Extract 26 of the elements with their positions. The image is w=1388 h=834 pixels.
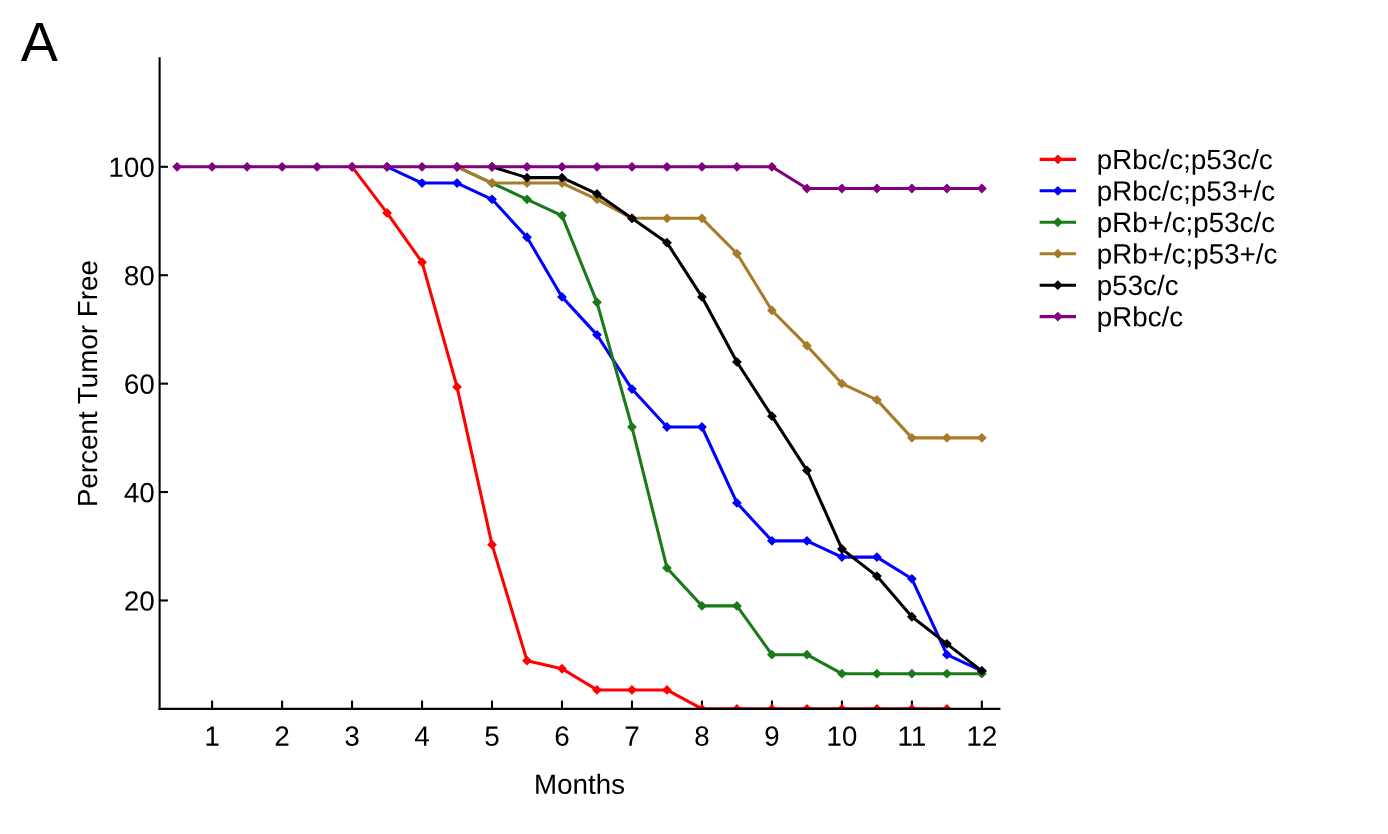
y-tick-label: 60 [125, 374, 154, 394]
legend-label: pRbc/c [1098, 306, 1183, 333]
x-tick-label: 6 [555, 726, 569, 746]
y-tick-label: 80 [125, 265, 154, 286]
x-tick-label: 1 [206, 726, 219, 746]
chart-title: A [20, 22, 58, 62]
y-tick-label: 20 [125, 591, 154, 611]
y-axis-title: Percent Tumor Free [77, 261, 98, 505]
x-tick-label: 11 [899, 726, 925, 746]
y-tick-label: 40 [124, 482, 154, 503]
x-tick-label: 8 [695, 726, 709, 746]
y-tick-label: 100 [110, 157, 154, 178]
x-tick-label: 12 [968, 726, 996, 746]
x-tick-label: 4 [414, 726, 429, 746]
legend-label: pRb+/c;p53c/c [1098, 211, 1275, 238]
legend-label: p53c/c [1098, 274, 1178, 301]
legend-label: pRbc/c;p53+/c [1098, 180, 1275, 207]
x-tick-label: 5 [485, 726, 499, 746]
x-tick-label: 10 [828, 726, 857, 746]
x-tick-label: 3 [345, 726, 359, 746]
x-tick-label: 2 [275, 726, 289, 746]
x-tick-label: 9 [765, 726, 779, 746]
legend-label: pRb+/c;p53+/c [1098, 243, 1277, 270]
x-tick-label: 7 [625, 726, 639, 746]
x-axis-title: Months [536, 773, 625, 795]
legend-label: pRbc/c;p53c/c [1098, 148, 1272, 175]
